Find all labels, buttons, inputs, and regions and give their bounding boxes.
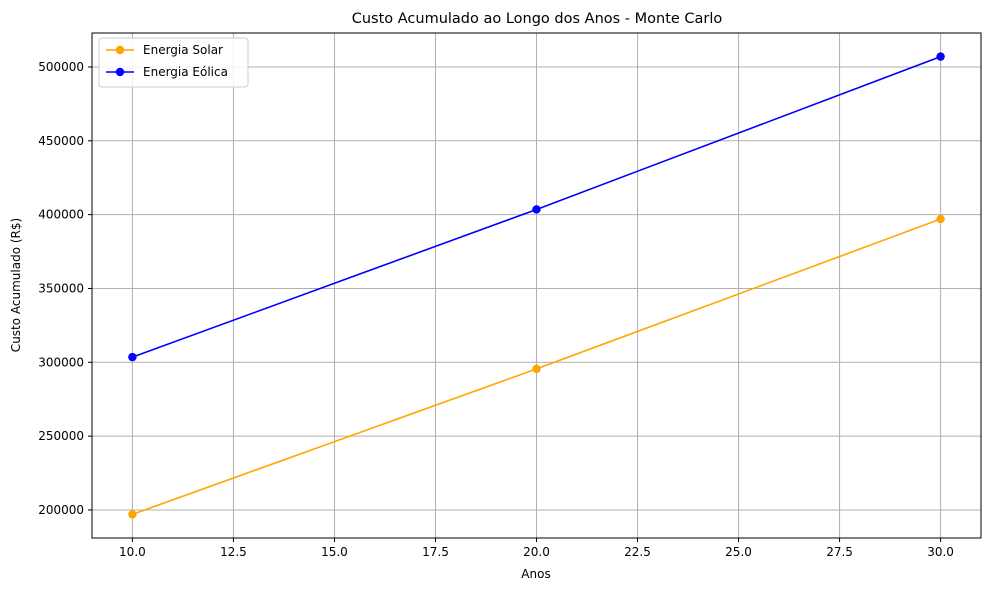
y-tick-label: 300000 [38, 355, 84, 369]
series-1-point [532, 364, 541, 374]
y-tick-label: 500000 [38, 60, 84, 74]
y-axis-ticks: 200000 250000 300000 350000 400000 450000 5000… [38, 60, 92, 517]
x-tick-label: 27.5 [826, 545, 853, 559]
series-2-point [532, 205, 541, 214]
x-tick-label: 30.0 [927, 545, 954, 559]
legend-entry-1: Energia Solar [106, 43, 223, 57]
x-tick-label: 17.5 [422, 545, 449, 559]
x-tick-label: 20.0 [523, 545, 550, 559]
legend-entry-2-marker [115, 67, 125, 77]
y-tick-label: 450000 [38, 134, 84, 148]
series-2-point [128, 352, 137, 362]
legend-entry-1-label: Energia Solar [143, 43, 223, 57]
y-tick-label: 350000 [38, 281, 84, 295]
x-tick-label: 15.0 [321, 545, 348, 559]
grid-lines [92, 33, 981, 538]
x-tick-label: 22.5 [624, 545, 651, 559]
y-axis-label: Custo Acumulado (R$) [9, 218, 23, 352]
series-layer [128, 52, 945, 519]
x-axis-label: Anos [521, 567, 550, 581]
legend-entry-2-label: Energia Eólica [143, 65, 228, 79]
y-tick-label: 400000 [38, 208, 84, 222]
series-2-point [936, 52, 945, 61]
series-1 [128, 214, 945, 519]
x-tick-label: 25.0 [725, 545, 752, 559]
y-tick-label: 250000 [38, 429, 84, 443]
x-tick-label: 10.0 [119, 545, 146, 559]
plot-frame [91, 32, 982, 539]
x-axis-ticks: 10.0 12.5 15.0 17.5 20.0 22.5 25.0 27.5 30.0 [119, 538, 954, 559]
x-tick-label: 12.5 [220, 545, 247, 559]
legend: Energia Solar Energia Eólica [98, 37, 249, 88]
series-1-point [128, 510, 137, 519]
legend-box [98, 37, 249, 88]
legend-entry-2: Energia Eólica [106, 65, 228, 79]
y-tick-label: 200000 [38, 503, 84, 517]
legend-entry-1-marker [115, 45, 125, 55]
series-2 [128, 52, 945, 362]
chart-title: Custo Acumulado ao Longo dos Anos - Mont… [352, 11, 723, 27]
series-1-point [936, 214, 945, 224]
